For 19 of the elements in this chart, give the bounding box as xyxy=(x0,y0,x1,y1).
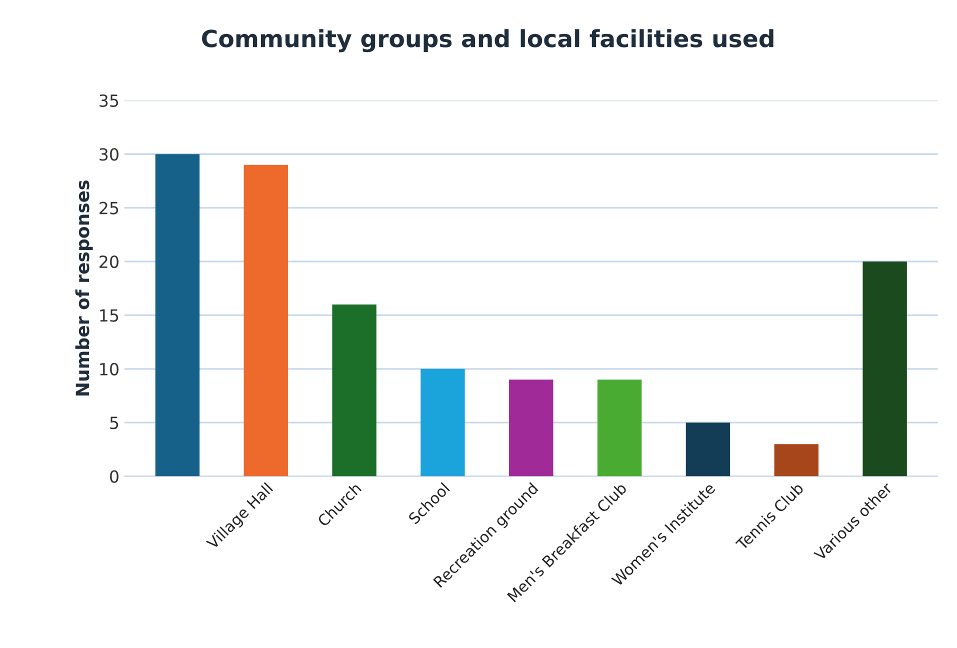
bar xyxy=(420,368,465,476)
bar xyxy=(155,154,200,476)
y-tick-label: 15 xyxy=(100,309,118,322)
y-tick-label: 0 xyxy=(110,470,118,483)
bar xyxy=(509,380,554,476)
y-tick-label: 10 xyxy=(100,362,118,376)
chart-title: Community groups and local facilities used xyxy=(202,29,774,52)
bar xyxy=(686,422,730,476)
y-tick-label: 20 xyxy=(100,255,118,268)
bar xyxy=(862,262,907,476)
y-tick-label: 30 xyxy=(100,148,118,161)
bar xyxy=(774,444,818,476)
y-axis-title: Number of responses xyxy=(75,180,93,396)
y-tick-label: 5 xyxy=(110,416,118,430)
y-tick-label: 35 xyxy=(100,94,118,108)
bar xyxy=(597,380,642,476)
bar xyxy=(332,304,376,476)
y-tick-label: 25 xyxy=(100,202,118,214)
bar xyxy=(244,164,288,476)
